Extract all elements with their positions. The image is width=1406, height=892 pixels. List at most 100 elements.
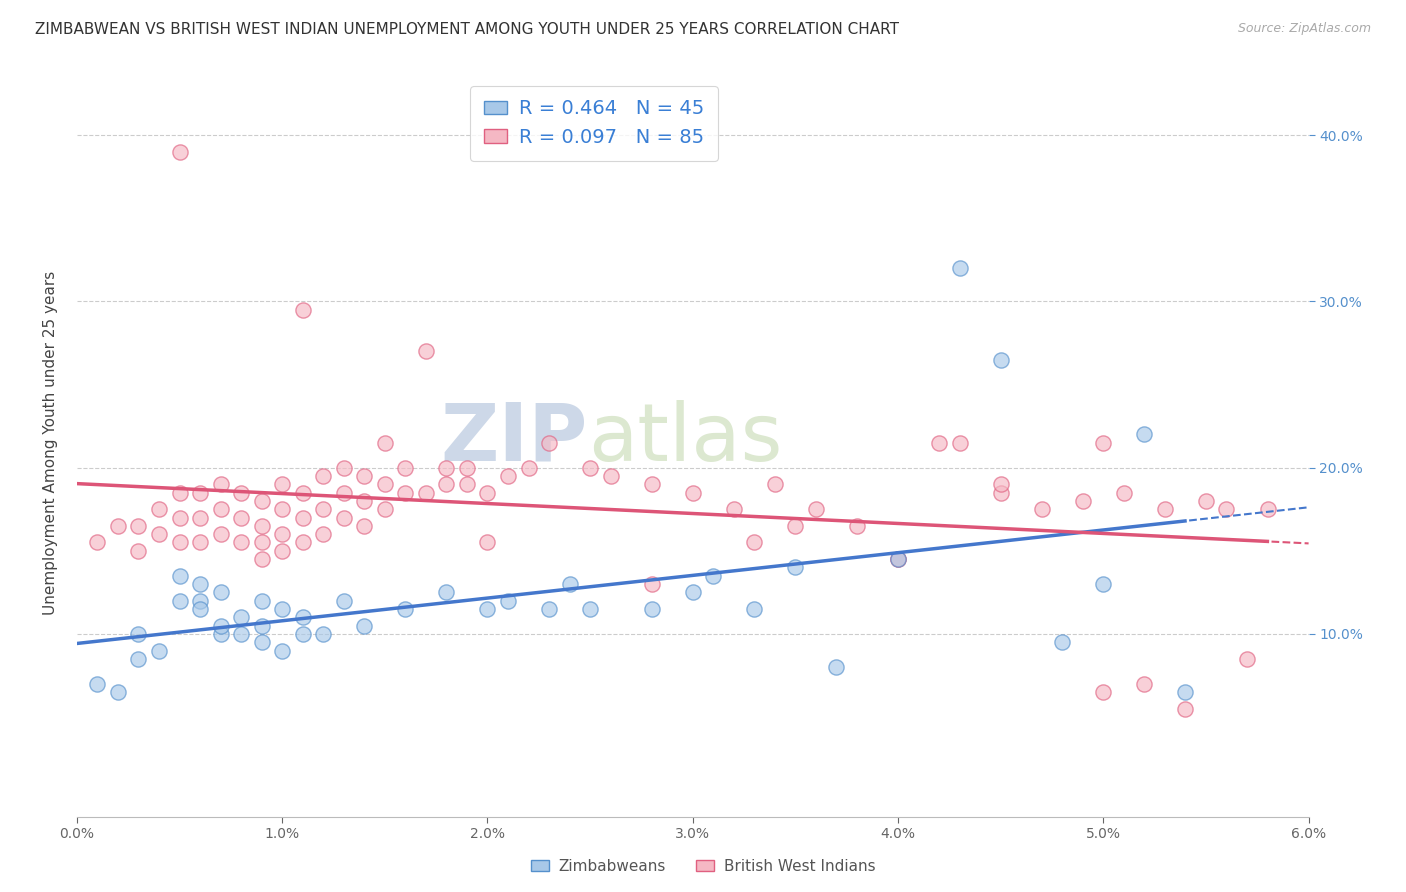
Point	[229, 510, 252, 524]
Point	[887, 552, 910, 566]
Point	[1215, 502, 1237, 516]
Point	[374, 435, 396, 450]
Point	[887, 552, 910, 566]
Point	[188, 510, 211, 524]
Point	[86, 677, 108, 691]
Point	[229, 610, 252, 624]
Point	[825, 660, 848, 674]
Point	[188, 602, 211, 616]
Point	[169, 593, 191, 607]
Point	[127, 652, 149, 666]
Point	[1174, 685, 1197, 699]
Point	[353, 469, 375, 483]
Point	[271, 502, 294, 516]
Point	[682, 485, 704, 500]
Point	[785, 560, 807, 574]
Point	[127, 544, 149, 558]
Point	[332, 460, 354, 475]
Point	[312, 502, 335, 516]
Point	[477, 535, 499, 549]
Point	[209, 627, 232, 641]
Point	[229, 485, 252, 500]
Point	[353, 494, 375, 508]
Text: atlas: atlas	[588, 400, 782, 478]
Point	[949, 261, 972, 276]
Point	[702, 568, 724, 582]
Point	[1133, 427, 1156, 442]
Point	[107, 685, 129, 699]
Point	[209, 618, 232, 632]
Point	[1154, 502, 1177, 516]
Point	[127, 627, 149, 641]
Point	[188, 485, 211, 500]
Point	[271, 643, 294, 657]
Point	[291, 510, 314, 524]
Point	[209, 502, 232, 516]
Point	[496, 593, 519, 607]
Point	[1071, 494, 1094, 508]
Text: ZIMBABWEAN VS BRITISH WEST INDIAN UNEMPLOYMENT AMONG YOUTH UNDER 25 YEARS CORREL: ZIMBABWEAN VS BRITISH WEST INDIAN UNEMPL…	[35, 22, 900, 37]
Point	[517, 460, 540, 475]
Point	[271, 544, 294, 558]
Point	[209, 527, 232, 541]
Point	[188, 577, 211, 591]
Point	[86, 535, 108, 549]
Point	[1257, 502, 1279, 516]
Point	[477, 602, 499, 616]
Point	[250, 552, 273, 566]
Point	[434, 477, 457, 491]
Point	[291, 610, 314, 624]
Point	[640, 577, 662, 591]
Point	[332, 593, 354, 607]
Point	[456, 477, 478, 491]
Point	[742, 602, 765, 616]
Point	[456, 460, 478, 475]
Point	[928, 435, 950, 450]
Point	[250, 519, 273, 533]
Point	[496, 469, 519, 483]
Point	[640, 477, 662, 491]
Point	[990, 485, 1012, 500]
Point	[250, 593, 273, 607]
Point	[804, 502, 827, 516]
Point	[1092, 435, 1115, 450]
Point	[640, 602, 662, 616]
Point	[312, 627, 335, 641]
Point	[169, 535, 191, 549]
Point	[374, 477, 396, 491]
Point	[723, 502, 745, 516]
Point	[1195, 494, 1218, 508]
Point	[353, 519, 375, 533]
Point	[415, 344, 437, 359]
Point	[291, 627, 314, 641]
Point	[148, 502, 170, 516]
Point	[169, 485, 191, 500]
Point	[394, 485, 416, 500]
Point	[1052, 635, 1074, 649]
Point	[537, 602, 560, 616]
Point	[107, 519, 129, 533]
Point	[291, 535, 314, 549]
Point	[148, 643, 170, 657]
Point	[846, 519, 869, 533]
Text: Source: ZipAtlas.com: Source: ZipAtlas.com	[1237, 22, 1371, 36]
Point	[949, 435, 972, 450]
Point	[742, 535, 765, 549]
Point	[785, 519, 807, 533]
Point	[415, 485, 437, 500]
Point	[332, 510, 354, 524]
Point	[229, 535, 252, 549]
Point	[209, 585, 232, 599]
Point	[332, 485, 354, 500]
Point	[887, 552, 910, 566]
Point	[250, 618, 273, 632]
Point	[537, 435, 560, 450]
Legend: R = 0.464   N = 45, R = 0.097   N = 85: R = 0.464 N = 45, R = 0.097 N = 85	[471, 86, 718, 161]
Point	[477, 485, 499, 500]
Point	[291, 485, 314, 500]
Legend: Zimbabweans, British West Indians: Zimbabweans, British West Indians	[524, 853, 882, 880]
Point	[579, 602, 602, 616]
Point	[169, 145, 191, 159]
Point	[271, 602, 294, 616]
Point	[312, 469, 335, 483]
